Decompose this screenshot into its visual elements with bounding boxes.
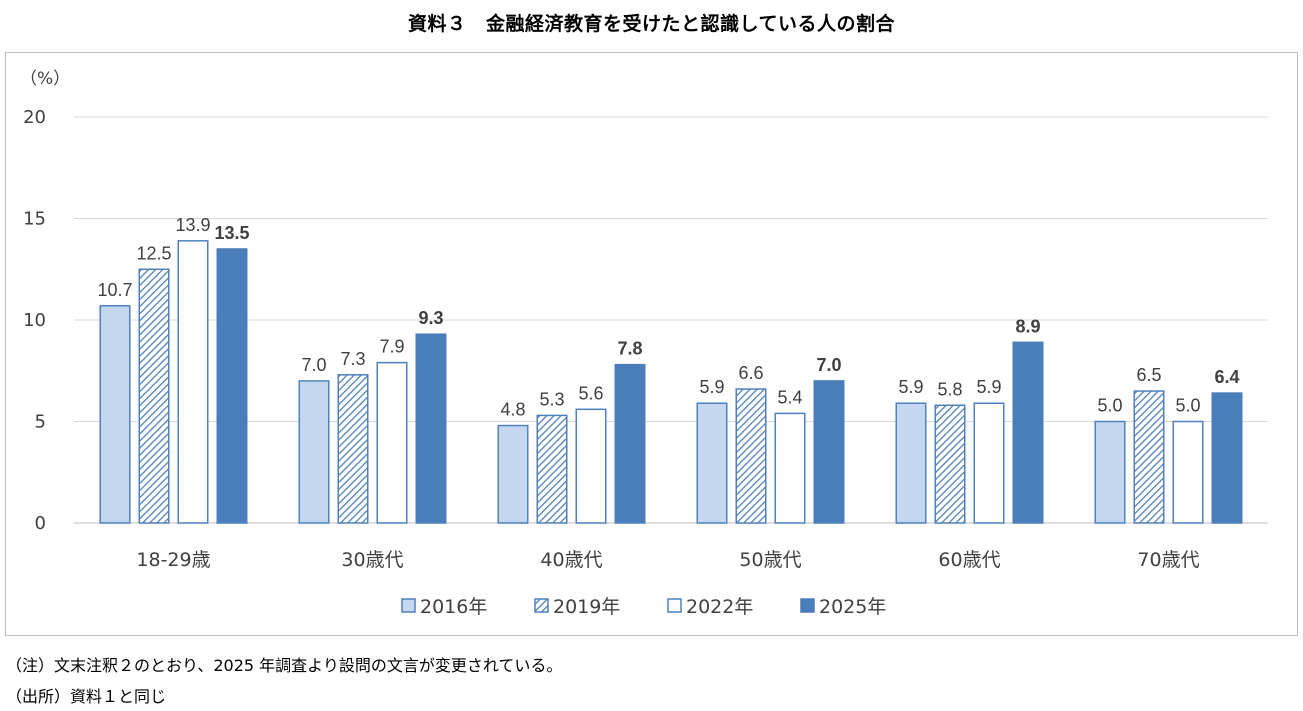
x-category-label: 50歳代 (739, 549, 801, 571)
y-axis-unit-label: （%） (20, 69, 70, 89)
bar-2019年-70歳代 (1133, 390, 1165, 524)
legend-label-2019年: 2019年 (553, 596, 620, 618)
x-category-label: 40歳代 (540, 549, 602, 571)
bar-2022年-60歳代 (973, 402, 1005, 524)
y-tick-label: 5 (35, 412, 46, 433)
bar-2019年-50歳代 (735, 388, 767, 524)
bar-2019年-60歳代 (934, 404, 966, 524)
y-tick-label: 10 (23, 310, 46, 331)
legend-swatch-2025年 (800, 598, 815, 613)
legend-label-2025年: 2025年 (819, 596, 886, 618)
y-tick-label: 0 (35, 513, 46, 534)
bar-2025年-60歳代 (1012, 341, 1044, 524)
legend-swatch-2016年 (401, 598, 416, 613)
data-label: 5.9 (699, 377, 724, 397)
bar-2025年-50歳代 (813, 380, 845, 524)
bar-2025年-40歳代 (614, 363, 646, 524)
data-label: 10.7 (97, 280, 132, 300)
data-label: 5.3 (539, 389, 564, 409)
legend-swatch-2019年 (534, 598, 549, 613)
bar-2016年-18-29歳 (99, 305, 131, 524)
y-tick-label: 15 (23, 209, 46, 230)
data-label: 7.9 (379, 337, 404, 357)
footnote-note: （注）文末注釈２のとおり、2025 年調査より設問の文言が変更されている。 (6, 656, 563, 675)
bar-2025年-18-29歳 (216, 248, 248, 524)
data-label: 4.8 (500, 400, 525, 420)
data-label: 6.4 (1214, 367, 1239, 387)
data-label: 7.0 (816, 355, 841, 375)
x-category-label: 60歳代 (938, 549, 1000, 571)
bar-2022年-40歳代 (575, 408, 607, 524)
data-label: 5.9 (898, 377, 923, 397)
y-tick-label: 20 (23, 107, 46, 128)
data-label: 8.9 (1015, 316, 1040, 336)
chart-frame (5, 52, 1298, 636)
data-label: 5.6 (578, 383, 603, 403)
data-label: 7.3 (340, 349, 365, 369)
bar-2022年-18-29歳 (177, 240, 209, 524)
data-label: 13.5 (214, 223, 249, 243)
data-label: 9.3 (418, 308, 443, 328)
bar-2019年-40歳代 (536, 414, 568, 524)
legend-label-2022年: 2022年 (686, 596, 753, 618)
x-category-label: 30歳代 (341, 549, 403, 571)
bar-2025年-30歳代 (415, 333, 447, 524)
data-label: 5.0 (1097, 396, 1122, 416)
chart-title: 資料３ 金融経済教育を受けたと認識している人の割合 (408, 13, 895, 35)
legend-label-2016年: 2016年 (420, 596, 487, 618)
bar-2016年-70歳代 (1094, 420, 1126, 524)
data-label: 5.8 (937, 379, 962, 399)
data-label: 5.0 (1175, 396, 1200, 416)
data-label: 7.8 (617, 339, 642, 359)
bar-2016年-40歳代 (497, 424, 529, 524)
data-label: 7.0 (301, 355, 326, 375)
bar-2016年-30歳代 (298, 380, 330, 524)
bar-2019年-18-29歳 (138, 268, 170, 524)
bar-2019年-30歳代 (337, 374, 369, 524)
x-category-label: 18-29歳 (136, 549, 210, 571)
data-label: 12.5 (136, 243, 171, 263)
data-label: 13.9 (175, 215, 210, 235)
bar-2016年-60歳代 (895, 402, 927, 524)
bar-2022年-50歳代 (774, 412, 806, 524)
data-label: 6.5 (1136, 365, 1161, 385)
bar-2022年-70歳代 (1172, 420, 1204, 524)
data-label: 5.4 (777, 387, 802, 407)
bar-2022年-30歳代 (376, 361, 408, 524)
x-category-label: 70歳代 (1137, 549, 1199, 571)
data-label: 5.9 (976, 377, 1001, 397)
data-label: 6.6 (738, 363, 763, 383)
footnote-source: （出所）資料１と同じ (6, 687, 167, 706)
bar-2025年-70歳代 (1211, 392, 1243, 524)
bar-2016年-50歳代 (696, 402, 728, 524)
legend-swatch-2022年 (667, 598, 682, 613)
